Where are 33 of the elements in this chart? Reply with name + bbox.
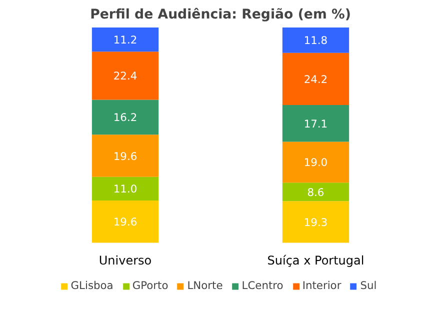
data-label: 11.0 [113,182,138,196]
bar [282,104,350,142]
data-label: 19.6 [113,216,138,229]
legend-label: Interior [302,279,342,292]
bar [92,28,159,52]
bar [92,134,159,177]
legend-label: GPorto [132,279,168,292]
data-label: 11.2 [113,34,138,47]
chart-title: Perfil de Audiência: Região (em %) [90,8,351,22]
legend-label: GLisboa [70,279,114,292]
data-label: 19.0 [304,156,328,170]
x-tick-label: Universo [98,253,152,268]
data-label: 16.2 [113,111,138,124]
bar [92,176,159,201]
bar [282,52,350,105]
bar [282,182,350,202]
data-label: 8.6 [307,186,324,199]
bar [92,52,159,100]
legend-label: Sul [360,279,378,292]
data-label: 17.1 [304,117,328,130]
data-label: 19.6 [113,150,138,163]
legend-label: LNorte [187,279,223,292]
bar [92,100,159,135]
data-label: 24.2 [304,72,328,86]
bar [92,200,159,243]
bar [282,142,350,183]
bar [282,201,350,243]
data-label: 19.3 [304,216,328,229]
legend-label: LCentro [242,279,284,292]
bar [282,28,350,53]
data-label: 22.4 [113,70,138,83]
data-label: 11.8 [304,34,328,48]
x-tick-label: Suíça x Portugal [267,253,364,268]
